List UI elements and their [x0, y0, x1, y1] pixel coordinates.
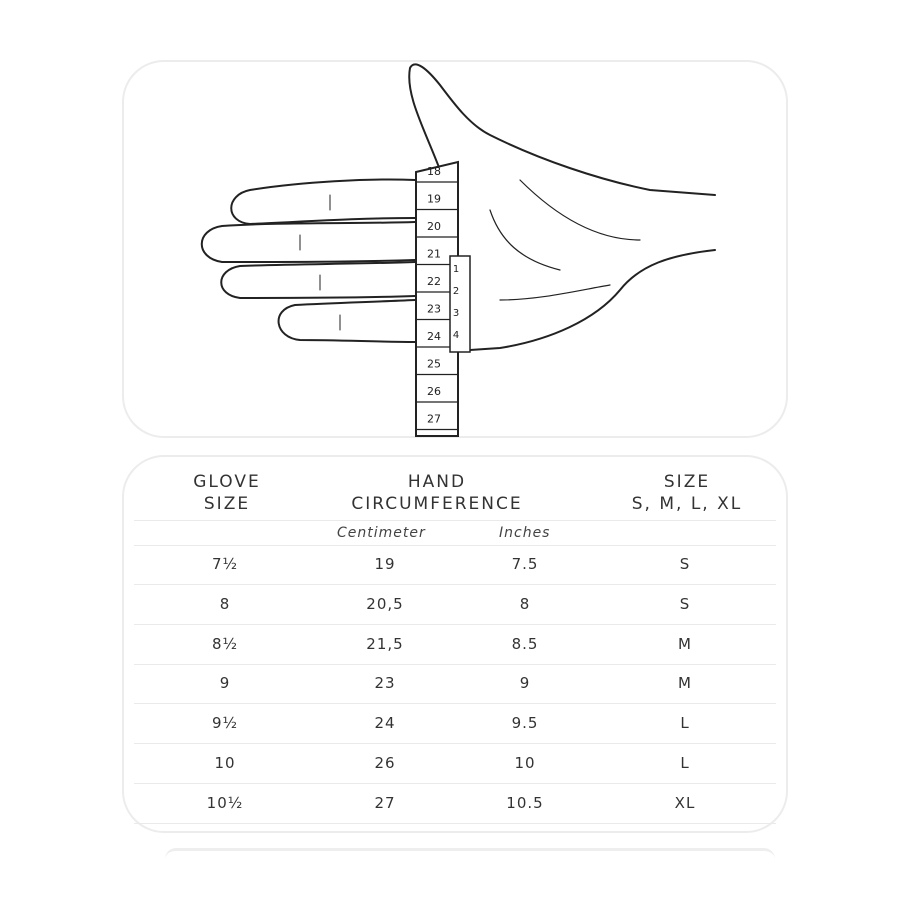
inch-mark: 2 — [453, 286, 459, 297]
divider — [134, 783, 776, 784]
cell-cm: 26 — [374, 754, 396, 772]
header-hand-circumference: HAND CIRCUMFERENCE — [307, 471, 567, 515]
divider — [134, 663, 776, 665]
tape-mark: 27 — [427, 413, 441, 426]
subheader-centimeter: Centimeter — [337, 525, 426, 541]
divider — [134, 703, 776, 705]
cell-size: M — [678, 674, 692, 693]
header-line: SIZE — [663, 472, 711, 492]
hand-outline — [200, 63, 716, 351]
cell-size: XL — [674, 793, 696, 812]
inch-mark: 1 — [453, 264, 459, 275]
header-line: SIZE — [203, 494, 251, 514]
cell-cm: 20,5 — [366, 594, 404, 613]
divider — [134, 623, 776, 625]
cell-cm: 24 — [374, 714, 396, 733]
tape-mark: 24 — [427, 330, 441, 343]
header-line: GLOVE — [193, 472, 261, 492]
cell-size: S — [679, 594, 691, 613]
header-size: SIZE S, M, L, XL — [607, 471, 767, 515]
divider — [134, 584, 776, 585]
cell-cm: 27 — [374, 793, 396, 812]
cell-glove-size: 8 — [219, 594, 231, 613]
divider — [134, 743, 776, 745]
tape-mark: 19 — [427, 193, 441, 206]
cell-size: S — [679, 555, 691, 573]
cell-inches: 10 — [514, 754, 536, 772]
cell-glove-size: 9½ — [211, 714, 239, 733]
tape-mark: 26 — [427, 385, 441, 398]
inch-mark: 4 — [453, 330, 459, 341]
cell-inches: 9.5 — [511, 714, 539, 733]
divider — [134, 822, 776, 824]
cell-size: M — [678, 634, 692, 653]
inch-measuring-tape: 1 2 3 4 — [449, 255, 471, 353]
subheader-inches: Inches — [499, 525, 551, 541]
cell-cm: 21,5 — [366, 634, 404, 653]
tape-mark: 20 — [427, 220, 441, 233]
divider — [134, 545, 776, 546]
tape-mark: 22 — [427, 275, 441, 288]
header-line: CIRCUMFERENCE — [351, 494, 523, 514]
header-line: HAND — [407, 472, 467, 492]
glove-size-table: GLOVE SIZE HAND CIRCUMFERENCE SIZE S, M,… — [122, 455, 788, 833]
cell-size: L — [680, 754, 690, 772]
header-line: S, M, L, XL — [631, 494, 743, 514]
cell-cm: 23 — [374, 674, 396, 693]
cell-glove-size: 10 — [214, 754, 236, 772]
header-glove-size: GLOVE SIZE — [167, 471, 287, 515]
cell-inches: 9 — [519, 674, 531, 693]
tape-mark: 23 — [427, 303, 441, 316]
cell-glove-size: 7½ — [211, 555, 239, 573]
tape-mark: 18 — [427, 165, 441, 178]
cell-glove-size: 9 — [219, 674, 231, 693]
tape-mark: 21 — [427, 248, 441, 261]
cell-cm: 19 — [374, 555, 396, 573]
cell-glove-size: 8½ — [211, 634, 239, 653]
inch-mark: 3 — [453, 308, 459, 319]
next-card-edge — [165, 848, 775, 859]
divider — [134, 520, 776, 521]
cell-inches: 7.5 — [511, 555, 539, 573]
tape-mark: 25 — [427, 358, 441, 371]
cell-inches: 8 — [519, 594, 531, 613]
cell-glove-size: 10½ — [206, 793, 244, 812]
cell-inches: 10.5 — [506, 793, 544, 812]
cell-inches: 8.5 — [511, 634, 539, 653]
cell-size: L — [680, 714, 690, 733]
